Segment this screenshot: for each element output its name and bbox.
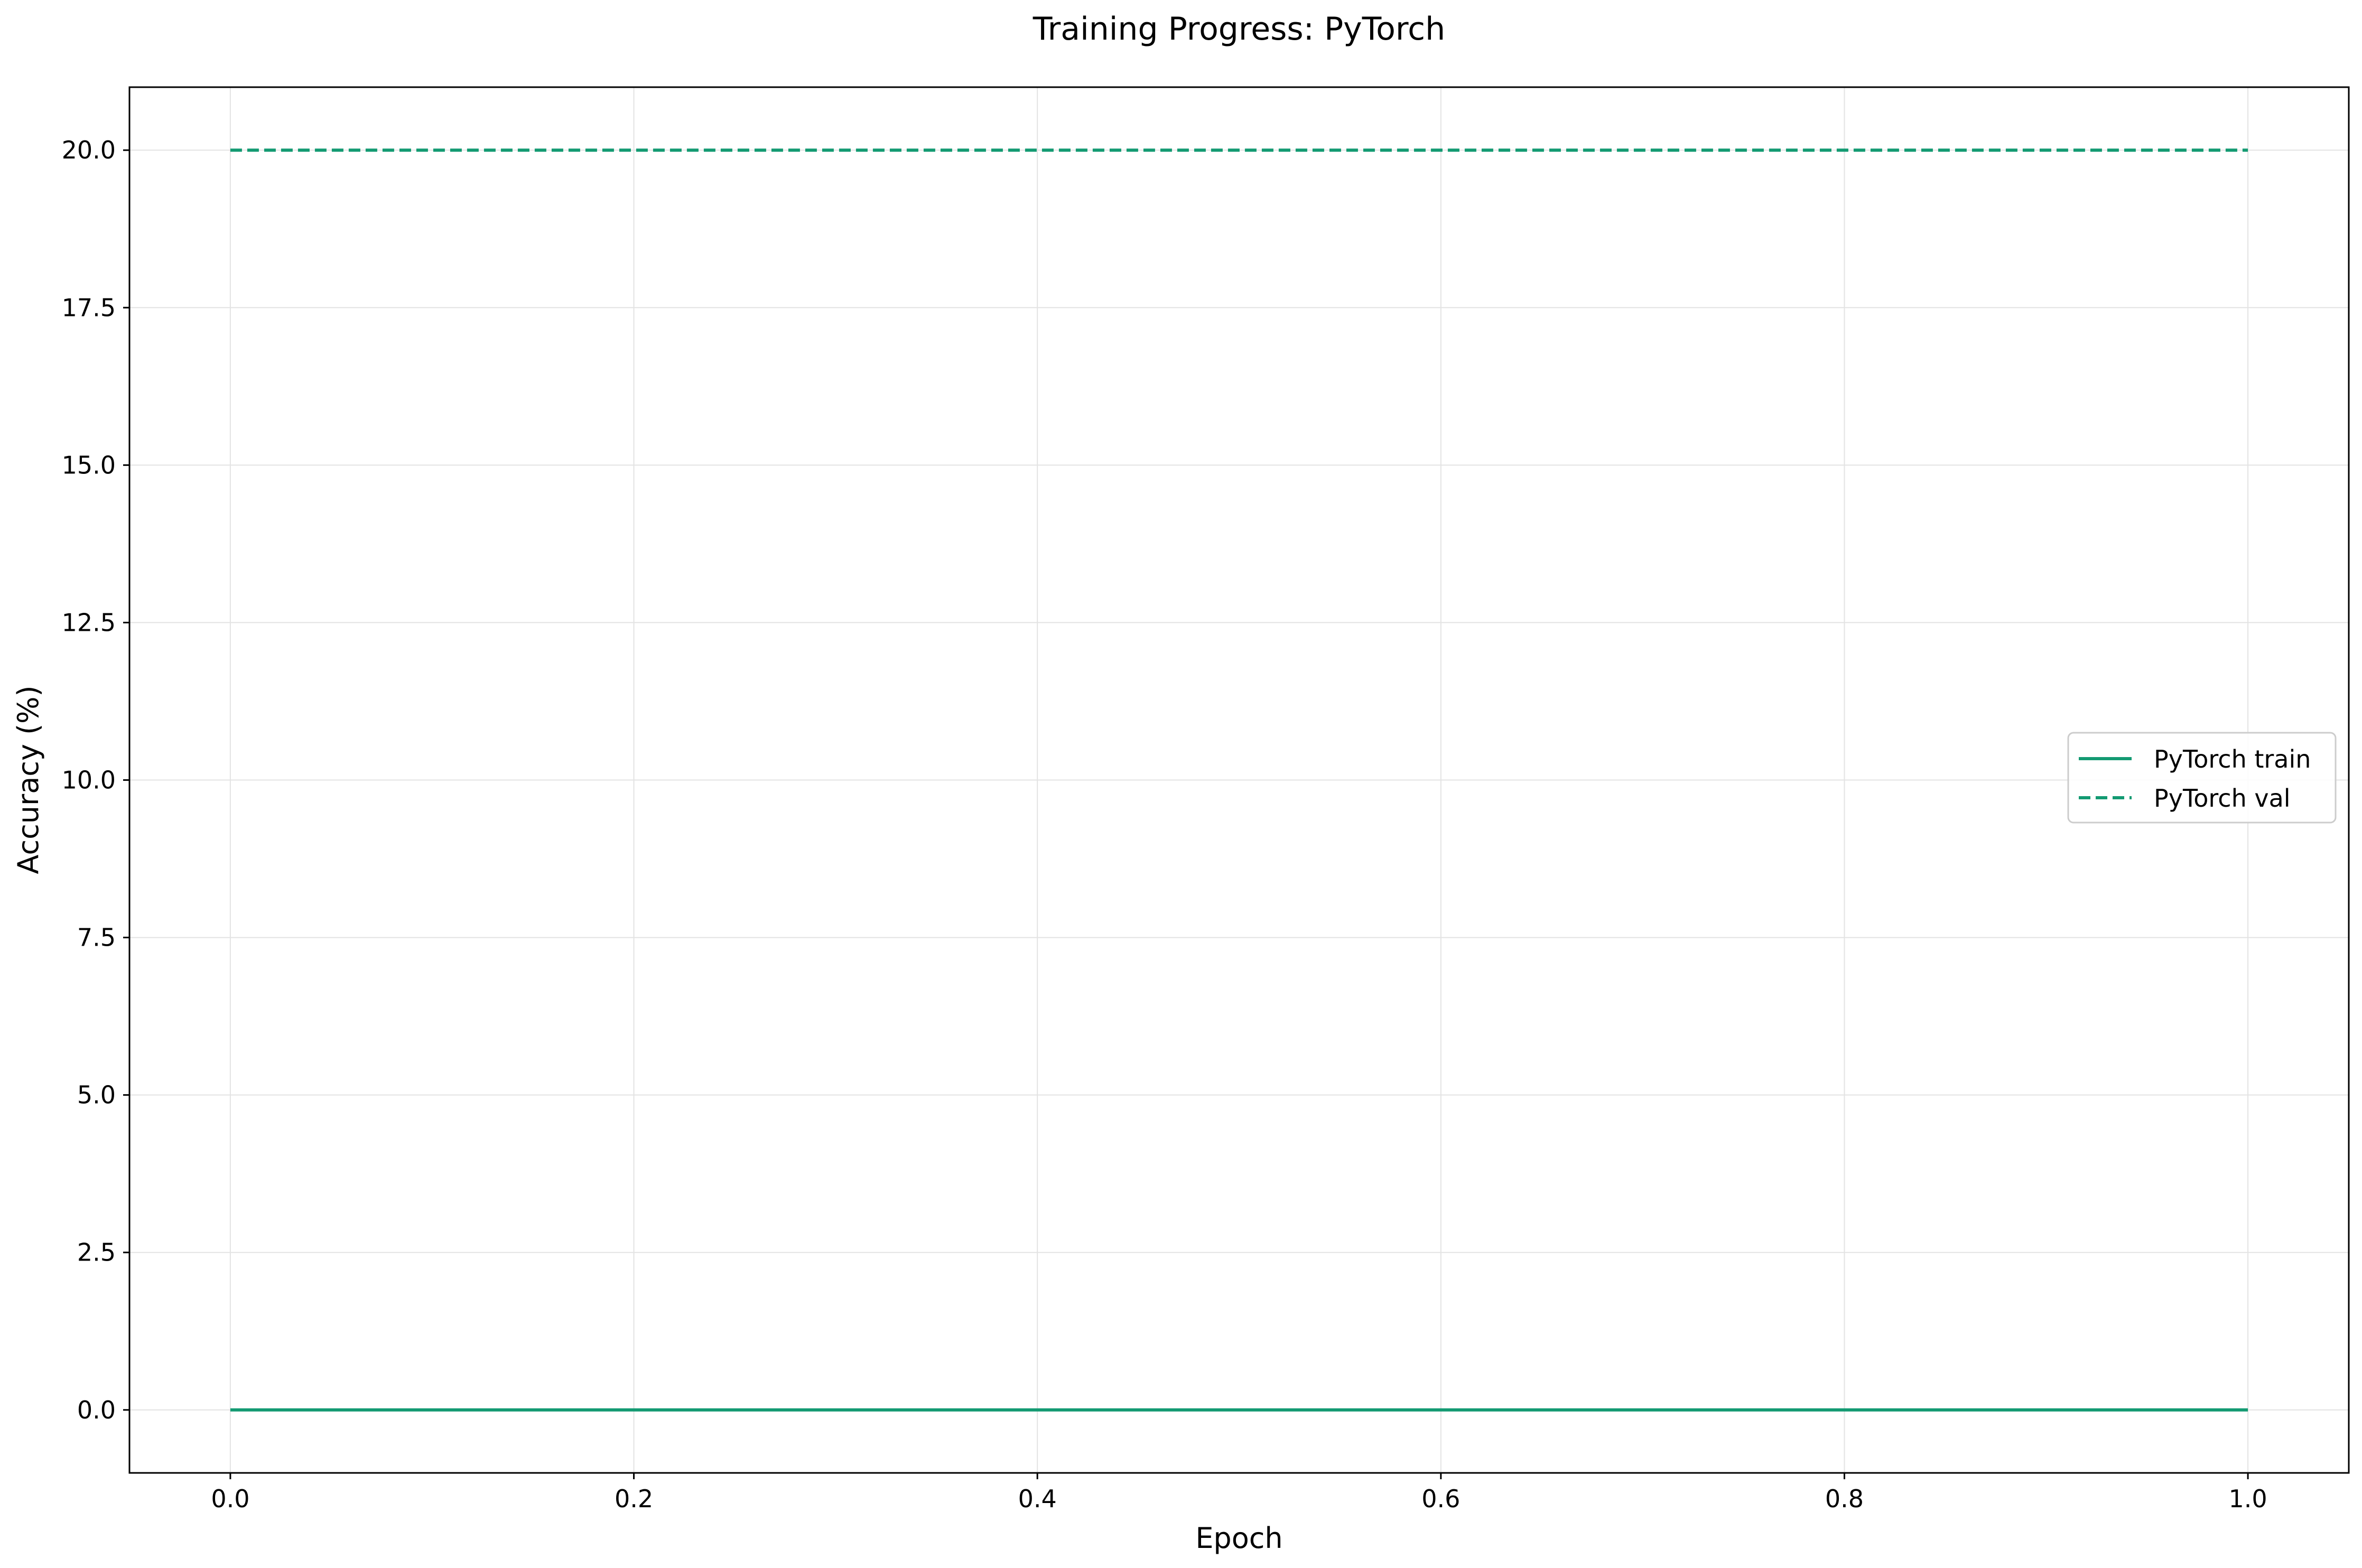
y-tick-label: 15.0	[62, 451, 116, 479]
x-tick-label: 1.0	[2229, 1485, 2267, 1513]
y-tick-label: 2.5	[77, 1238, 116, 1267]
x-tick-label: 0.6	[1421, 1485, 1460, 1513]
y-tick-label: 20.0	[62, 136, 116, 164]
x-tick-label: 0.4	[1018, 1485, 1057, 1513]
y-tick-label: 10.0	[62, 766, 116, 795]
legend-label-val: PyTorch val	[2154, 784, 2291, 813]
y-tick-label: 17.5	[62, 293, 116, 322]
y-tick-label: 0.0	[77, 1396, 116, 1424]
axis-ticks: 0.0 0.2 0.4 0.6 0.8 1.0 0.0 2.5 5.0 7.5 10.0 12.5 15…	[62, 136, 2267, 1513]
series-lines	[230, 148, 2248, 1412]
y-tick-label: 12.5	[62, 608, 116, 637]
legend-label-train: PyTorch train	[2154, 745, 2311, 773]
legend: PyTorch train PyTorch val	[2067, 732, 2337, 824]
y-axis-label: Accuracy (%)	[12, 685, 45, 874]
chart-title: Training Progress: PyTorch	[1033, 11, 1445, 48]
x-tick-label: 0.0	[211, 1485, 249, 1513]
x-tick-label: 0.8	[1825, 1485, 1864, 1513]
x-axis-label: Epoch	[1195, 1522, 1282, 1555]
y-tick-label: 5.0	[77, 1081, 116, 1109]
x-tick-label: 0.2	[615, 1485, 653, 1513]
legend-box	[2067, 732, 2337, 824]
y-tick-label: 7.5	[77, 923, 116, 952]
